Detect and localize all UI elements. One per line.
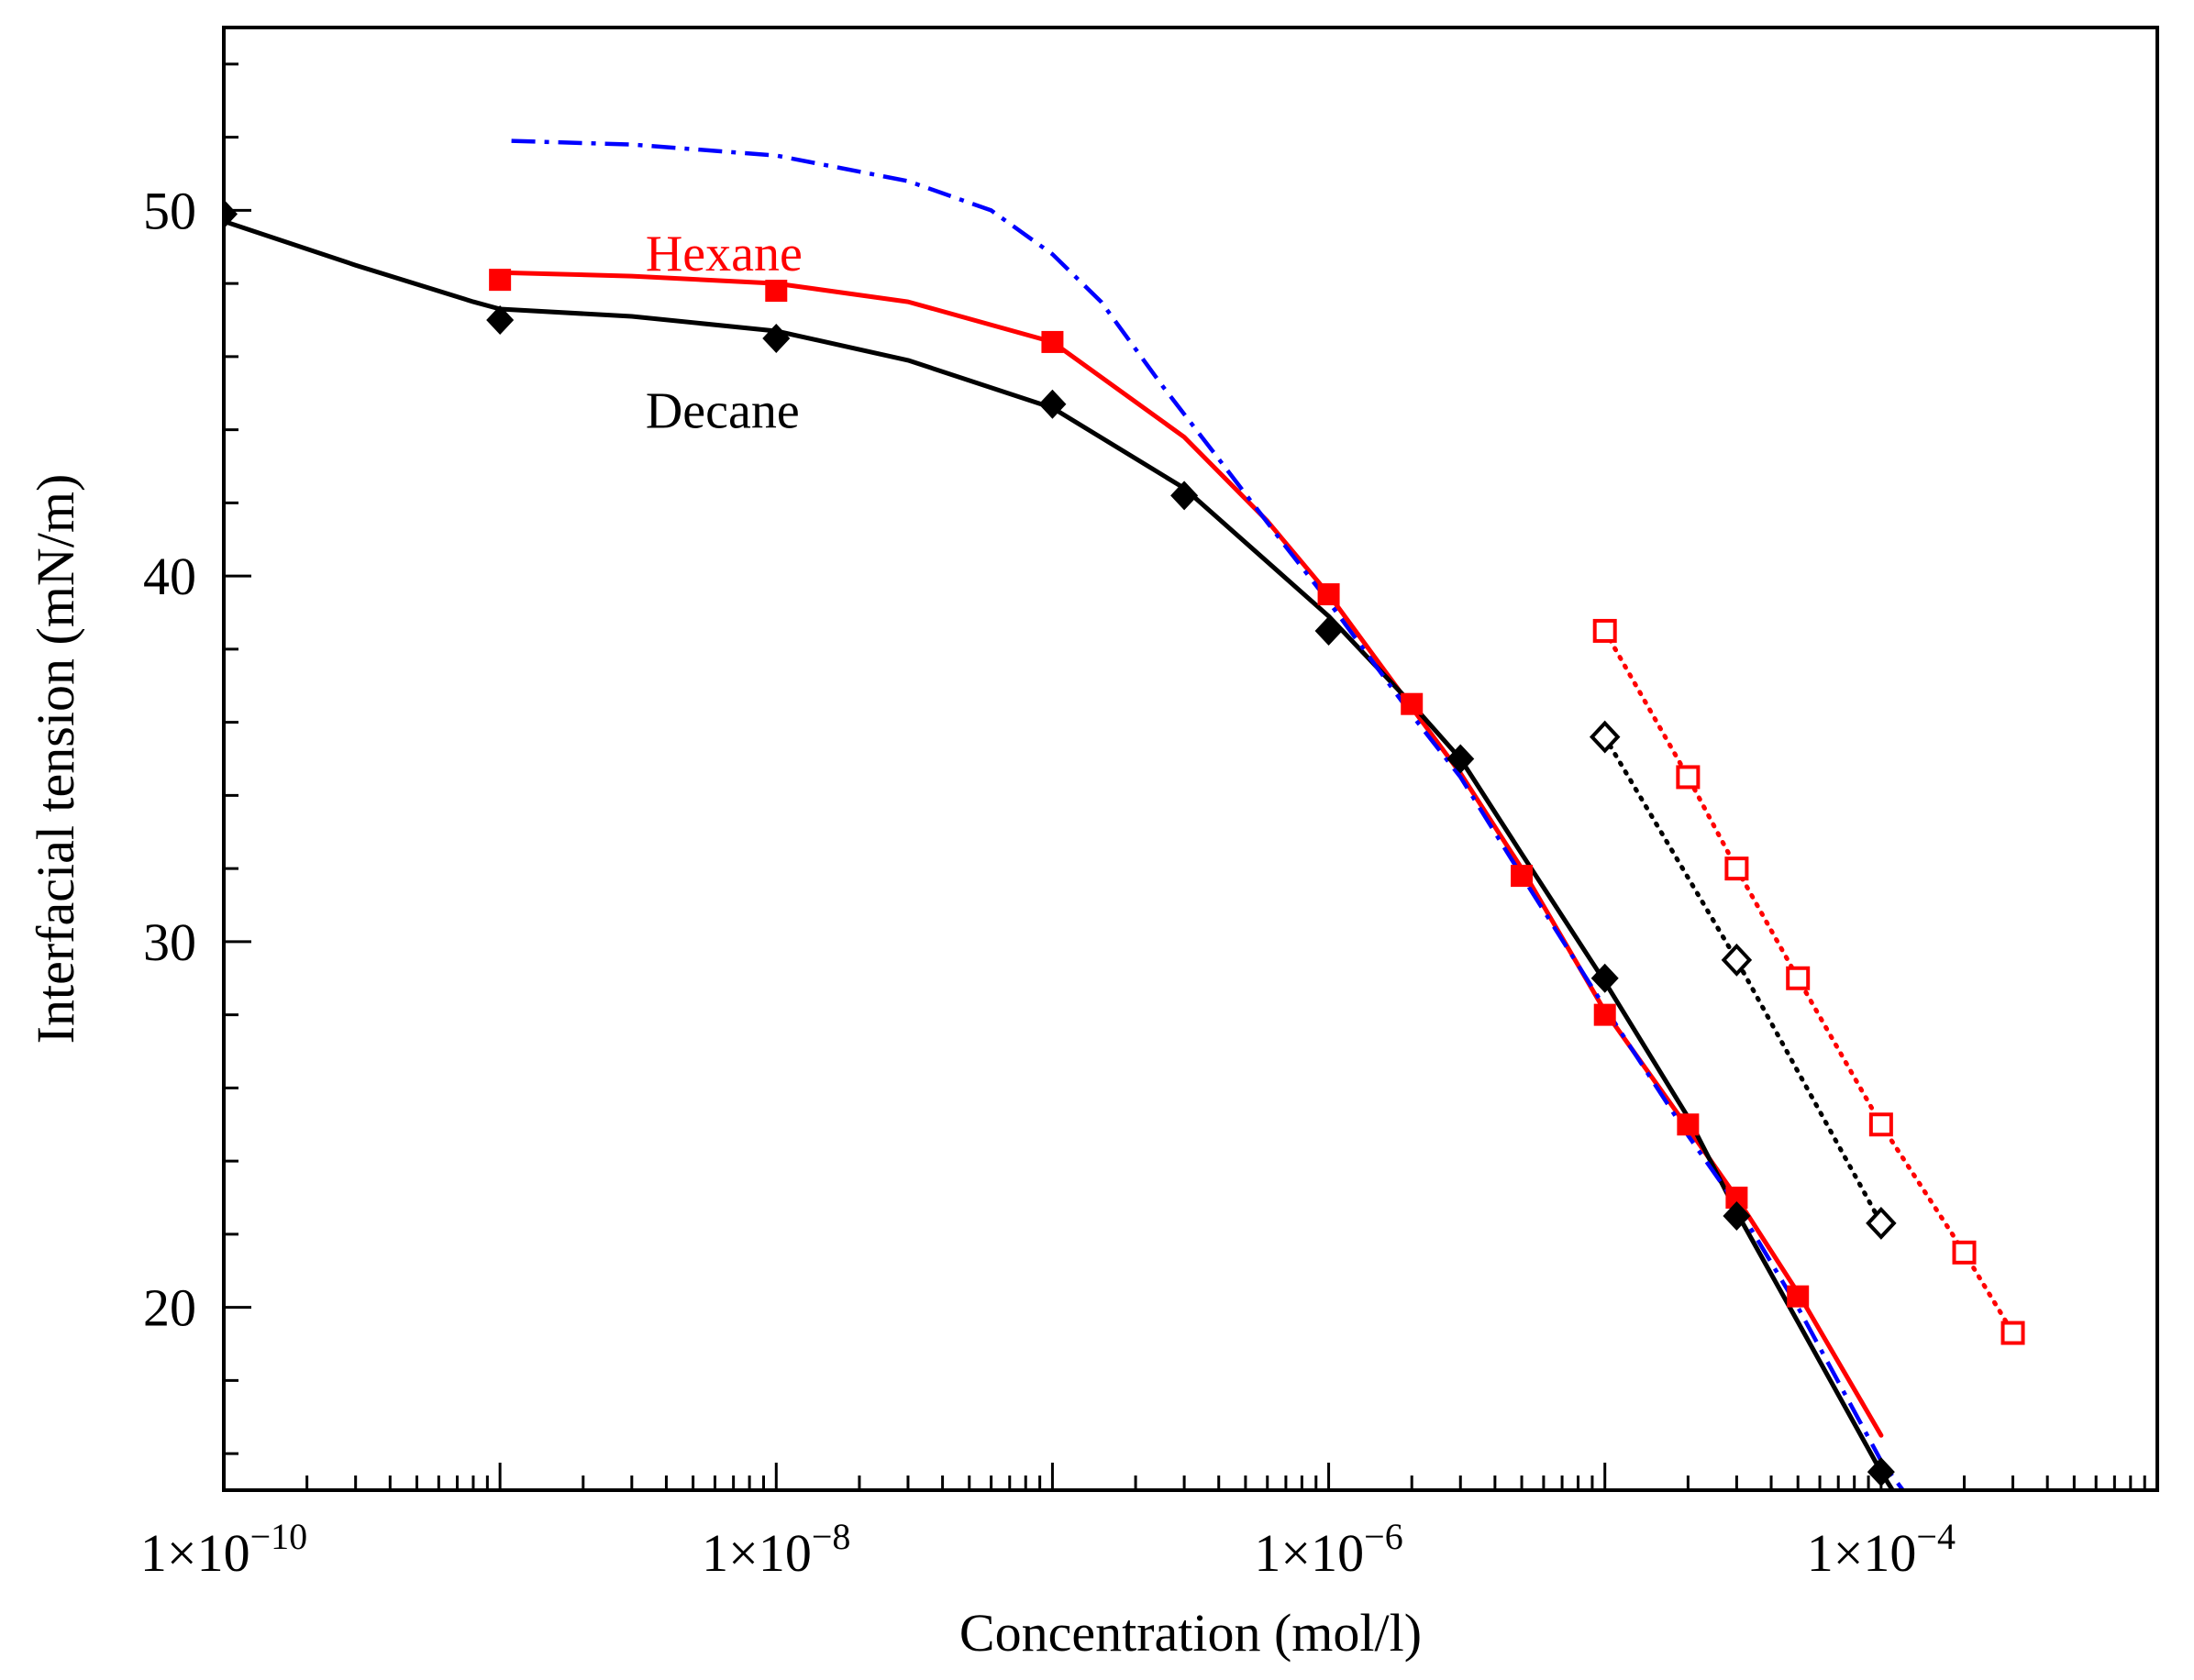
hexane-open-point <box>1676 765 1701 790</box>
series-layer <box>224 138 2015 1490</box>
y-axis-ticks <box>224 62 251 1455</box>
hexane-point <box>1677 1113 1700 1136</box>
hexane-open-point <box>1786 966 1811 990</box>
decane-point <box>1590 963 1619 993</box>
hexane-point <box>1787 1285 1810 1308</box>
hexane-open-point <box>1592 618 1617 643</box>
y-tick-label: 30 <box>143 912 196 972</box>
decane-point <box>1038 389 1067 419</box>
plot-frame <box>222 26 2159 1492</box>
hexane-open-point <box>2000 1321 2025 1345</box>
x-tick-label: 1×10−10 <box>140 1516 307 1583</box>
y-axis-tick-labels: 20 30 40 50 <box>143 181 196 1337</box>
hexane-point <box>1511 865 1534 888</box>
series-label-decane: Decane <box>646 383 800 440</box>
x-tick-label: 1×10−8 <box>702 1516 850 1583</box>
decane-point <box>224 199 238 229</box>
annotation-layer: Hexane Decane <box>646 226 803 439</box>
marker-layer <box>224 199 2025 1487</box>
hexane-open-point <box>1952 1240 1977 1265</box>
series-label-hexane: Hexane <box>646 226 803 282</box>
hexane-point <box>1401 692 1424 715</box>
x-tick-label: 1×10−6 <box>1254 1516 1402 1583</box>
x-axis-tick-labels: 1×10−10 1×10−8 1×10−6 1×10−4 <box>140 1516 1956 1583</box>
hexane-fit-line <box>497 270 1884 1438</box>
hexane-point <box>1593 1003 1616 1026</box>
y-axis-title: Interfacial tension (mN/m) <box>26 474 85 1044</box>
y-tick-label: 20 <box>143 1278 196 1338</box>
hexane-data-open-markers <box>1592 618 2025 1345</box>
hexane-data-markers <box>489 269 1810 1308</box>
y-tick-label: 40 <box>143 547 196 606</box>
decane-data-open-markers <box>1589 720 1897 1240</box>
decane-point <box>1446 744 1475 774</box>
hexane-open-point <box>1868 1112 1893 1137</box>
decane-point <box>486 305 515 335</box>
hexane-point <box>1041 330 1064 353</box>
decane-point <box>762 323 791 353</box>
decane-point <box>1170 481 1199 511</box>
decane-point <box>1314 615 1343 646</box>
decane-point <box>1723 1200 1751 1231</box>
decane-open-point <box>1589 720 1621 754</box>
hexane-point <box>489 269 512 292</box>
hexane-point <box>1317 583 1340 606</box>
decane-data-open-line <box>1602 735 1884 1226</box>
x-axis-ticks <box>222 1463 2146 1490</box>
hexane-open-point <box>1724 857 1749 881</box>
model-dash-dot-line <box>511 138 1905 1490</box>
y-tick-label: 50 <box>143 181 196 240</box>
x-axis-title: Concentration (mol/l) <box>959 1603 1422 1663</box>
decane-data-markers <box>224 199 1895 1487</box>
decane-open-point <box>1721 943 1753 977</box>
hexane-point <box>765 280 788 303</box>
decane-open-point <box>1866 1206 1897 1240</box>
x-tick-label: 1×10−4 <box>1807 1516 1956 1583</box>
